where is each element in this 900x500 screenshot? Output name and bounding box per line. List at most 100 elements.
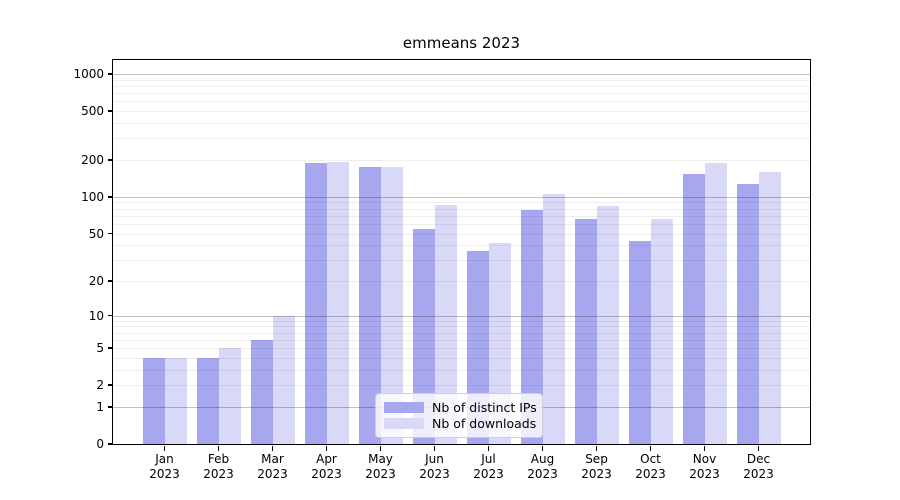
x-tick-label-month: Aug (530, 452, 555, 466)
gridline-minor-500 (113, 111, 810, 113)
x-tick-label-month: Jul (481, 452, 496, 466)
y-tick-label-5: 5 (96, 341, 104, 356)
y-tick-2 (107, 384, 113, 386)
bar-nb-of-distinct-ips-aug (520, 210, 543, 444)
x-tick-jul (487, 445, 490, 451)
bar-nb-of-downloads-jun (434, 204, 457, 444)
x-tick-label-may: May 2023 (351, 452, 411, 482)
y-tick-0 (107, 443, 113, 445)
legend-label-nb-of-distinct-ips: Nb of distinct IPs (432, 399, 537, 415)
x-tick-nov (703, 445, 706, 451)
bar-nb-of-distinct-ips-feb (196, 357, 219, 444)
x-tick-dec (757, 445, 760, 451)
gridline-minor-4 (113, 357, 810, 359)
bar-nb-of-downloads-oct (650, 218, 673, 444)
x-tick-label-month: May (368, 452, 393, 466)
bar-nb-of-distinct-ips-sep (574, 218, 597, 444)
bar-nb-of-downloads-jan (164, 357, 187, 444)
gridline-minor-40 (113, 245, 810, 247)
legend-swatch-nb-of-downloads (384, 418, 424, 430)
x-tick-label-year: 2023 (581, 467, 612, 481)
bar-nb-of-downloads-mar (272, 315, 295, 444)
gridline-minor-70 (113, 215, 810, 217)
x-tick-oct (649, 445, 652, 451)
y-tick-label-10: 10 (88, 308, 104, 323)
y-tick-20 (107, 280, 113, 282)
legend-item-nb-of-distinct-ips: Nb of distinct IPs (384, 399, 537, 415)
y-tick-1 (107, 406, 113, 408)
gridline-minor-50 (113, 233, 810, 235)
y-tick-5 (107, 347, 113, 349)
x-tick-label-year: 2023 (743, 467, 774, 481)
x-tick-sep (595, 445, 598, 451)
x-tick-label-jan: Jan 2023 (135, 452, 195, 482)
legend-label-nb-of-downloads: Nb of downloads (432, 416, 537, 432)
y-tick-label-1000: 1000 (73, 67, 104, 81)
y-tick-1000 (107, 73, 113, 75)
gridline-minor-700 (113, 93, 810, 95)
gridline-major-100 (113, 196, 810, 198)
x-tick-label-jul: Jul 2023 (459, 452, 519, 482)
plot-area (113, 60, 810, 444)
x-tick-label-year: 2023 (149, 467, 180, 481)
gridline-minor-800 (113, 86, 810, 87)
legend-swatch-nb-of-distinct-ips (384, 401, 424, 413)
gridline-minor-200 (113, 160, 810, 161)
bar-nb-of-downloads-nov (704, 162, 727, 444)
y-tick-label-200: 200 (81, 153, 104, 167)
y-tick-100 (107, 196, 113, 198)
bar-nb-of-downloads-apr (326, 161, 349, 444)
gridline-minor-900 (113, 79, 810, 81)
x-tick-label-year: 2023 (203, 467, 234, 481)
y-tick-500 (107, 110, 113, 112)
x-tick-label-month: Jun (425, 452, 444, 466)
gridline-minor-3 (113, 369, 810, 371)
gridline-minor-9 (113, 320, 810, 322)
x-tick-label-month: Mar (261, 452, 284, 466)
x-tick-label-year: 2023 (311, 467, 342, 481)
x-tick-label-month: Jan (155, 452, 174, 466)
y-tick-label-1: 1 (96, 399, 104, 414)
gridline-minor-30 (113, 260, 810, 262)
x-tick-label-nov: Nov 2023 (675, 452, 735, 482)
x-tick-label-dec: Dec 2023 (729, 452, 789, 482)
bar-nb-of-downloads-sep (596, 206, 619, 444)
gridline-minor-5 (113, 348, 810, 350)
chart-title: emmeans 2023 (402, 34, 521, 52)
bar-nb-of-distinct-ips-may (358, 166, 381, 444)
bar-nb-of-downloads-feb (218, 348, 241, 444)
gridline-minor-300 (113, 138, 810, 140)
x-tick-may (379, 445, 382, 451)
y-tick-label-50: 50 (88, 226, 104, 241)
gridline-minor-600 (113, 101, 810, 103)
x-tick-label-year: 2023 (689, 467, 720, 481)
x-tick-aug (541, 445, 544, 451)
gridline-minor-8 (113, 326, 810, 328)
bar-nb-of-distinct-ips-jan (142, 357, 165, 444)
gridline-major-10 (113, 315, 810, 317)
gridline-major-1000 (113, 74, 810, 75)
bar-nb-of-distinct-ips-dec (736, 183, 759, 444)
x-tick-label-year: 2023 (365, 467, 396, 481)
x-tick-label-month: Apr (316, 452, 337, 466)
gridline-minor-60 (113, 223, 810, 225)
x-tick-label-year: 2023 (635, 467, 666, 481)
y-tick-label-0: 0 (96, 437, 104, 451)
bar-nb-of-distinct-ips-apr (304, 163, 327, 444)
x-tick-label-apr: Apr 2023 (297, 452, 357, 482)
x-tick-jan (163, 445, 166, 451)
bar-nb-of-distinct-ips-jun (412, 229, 435, 444)
x-tick-label-year: 2023 (257, 467, 288, 481)
bar-nb-of-distinct-ips-mar (250, 339, 273, 444)
y-tick-10 (107, 314, 113, 317)
gridline-minor-20 (113, 281, 810, 282)
gridline-minor-2 (113, 385, 810, 387)
x-tick-label-month: Feb (207, 452, 230, 466)
legend-item-nb-of-downloads: Nb of downloads (384, 416, 537, 432)
x-tick-label-mar: Mar 2023 (243, 452, 303, 482)
x-tick-label-oct: Oct 2023 (621, 452, 681, 482)
bar-nb-of-distinct-ips-oct (628, 241, 651, 444)
gridline-minor-400 (113, 123, 810, 124)
y-tick-label-100: 100 (81, 189, 104, 204)
